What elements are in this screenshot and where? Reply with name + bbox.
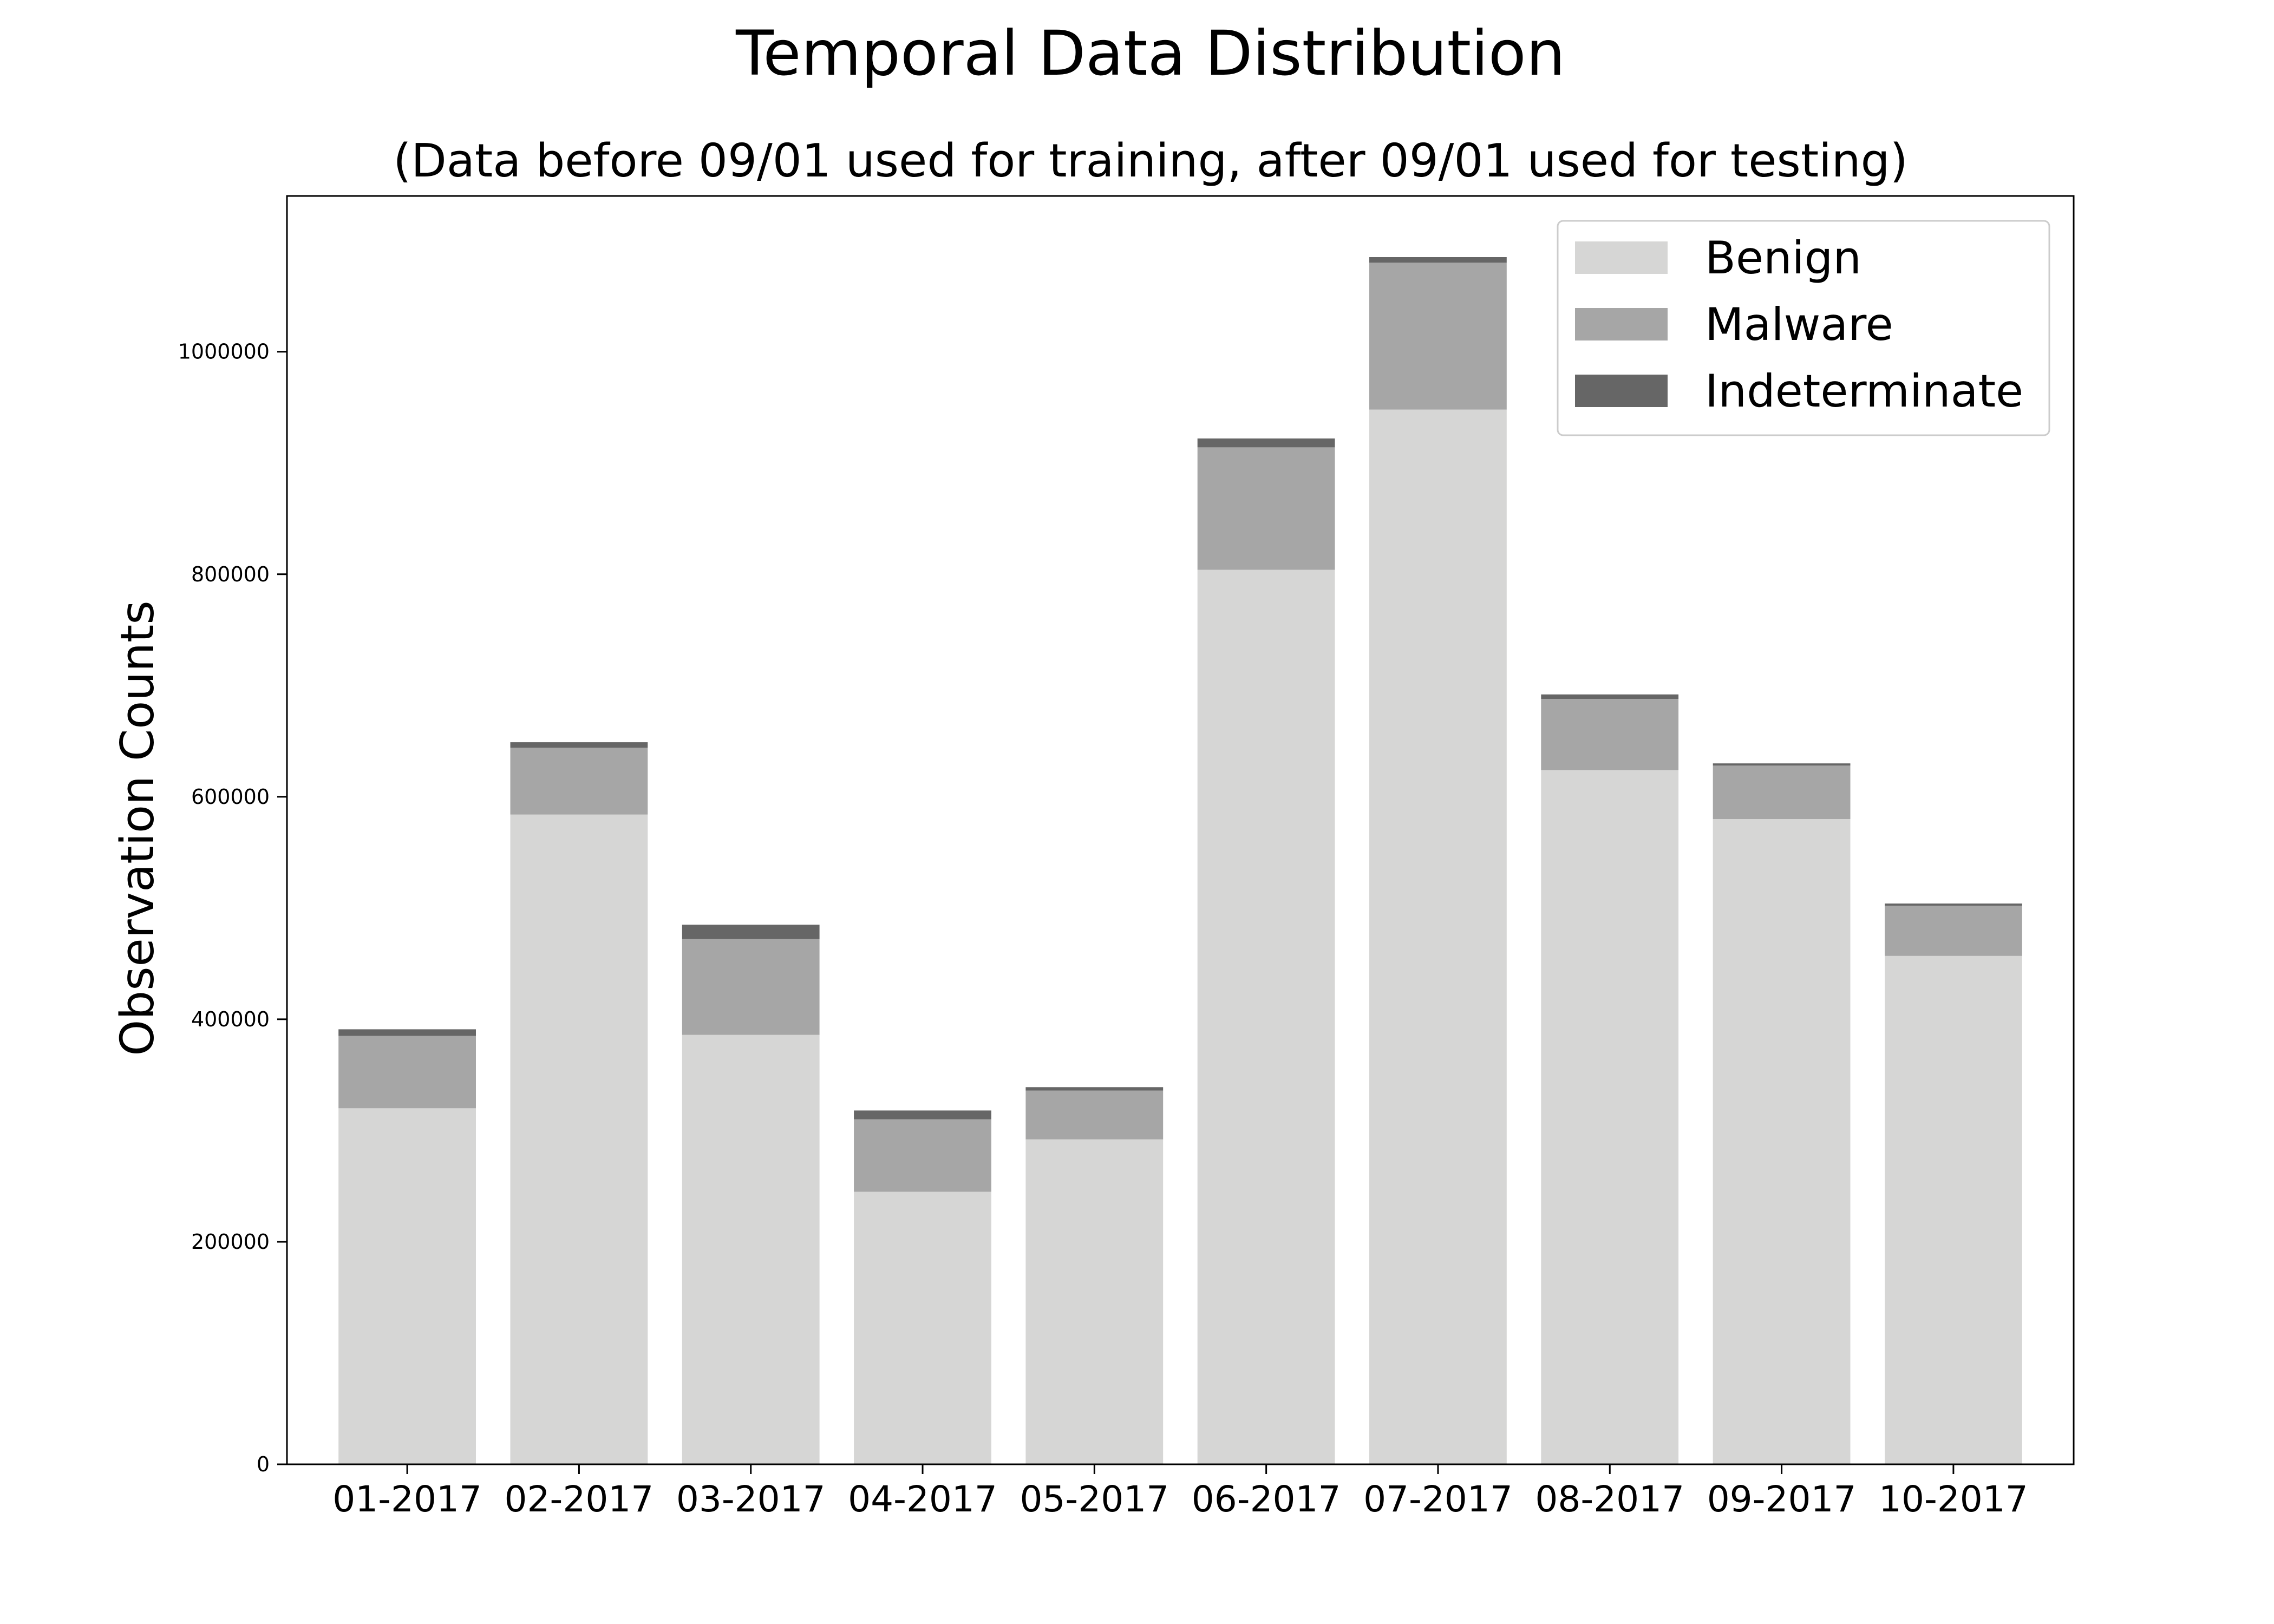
bars-layer — [338, 257, 2022, 1464]
bar-benign-08-2017 — [1541, 770, 1679, 1464]
x-tick-label: 07-2017 — [1363, 1478, 1513, 1520]
legend-label-indeterminate: Indeterminate — [1705, 365, 2023, 417]
bar-malware-03-2017 — [682, 939, 820, 1035]
x-tick-label: 04-2017 — [848, 1478, 997, 1520]
y-tick-label: 400000 — [191, 1007, 270, 1031]
bar-indeterminate-10-2017 — [1885, 903, 2022, 906]
bar-malware-08-2017 — [1541, 699, 1679, 770]
bar-benign-03-2017 — [682, 1034, 820, 1464]
bar-malware-07-2017 — [1369, 263, 1507, 410]
bar-benign-04-2017 — [854, 1191, 991, 1464]
bar-indeterminate-02-2017 — [510, 742, 648, 748]
legend-swatch-indeterminate — [1575, 375, 1668, 407]
bar-indeterminate-06-2017 — [1197, 438, 1335, 448]
legend-label-benign: Benign — [1705, 232, 1861, 284]
bar-benign-01-2017 — [338, 1108, 476, 1464]
bar-benign-09-2017 — [1713, 818, 1851, 1464]
bar-indeterminate-01-2017 — [338, 1029, 476, 1036]
x-tick-label: 01-2017 — [332, 1478, 482, 1520]
y-tick-label: 600000 — [191, 785, 270, 809]
bar-benign-07-2017 — [1369, 409, 1507, 1464]
x-tick-label: 05-2017 — [1020, 1478, 1169, 1520]
bar-malware-09-2017 — [1713, 765, 1851, 819]
bar-benign-06-2017 — [1197, 569, 1335, 1464]
legend-label-malware: Malware — [1705, 298, 1893, 351]
bar-indeterminate-04-2017 — [854, 1110, 991, 1119]
x-tick-label: 02-2017 — [505, 1478, 654, 1520]
y-tick-label: 200000 — [191, 1230, 270, 1254]
bar-indeterminate-08-2017 — [1541, 694, 1679, 699]
y-tick-label: 800000 — [191, 562, 270, 586]
y-tick-label: 0 — [257, 1452, 270, 1476]
bar-benign-10-2017 — [1885, 955, 2022, 1464]
x-tick-label: 06-2017 — [1192, 1478, 1341, 1520]
legend-swatch-malware — [1575, 308, 1668, 340]
chart-subtitle: (Data before 09/01 used for training, af… — [393, 134, 1908, 188]
y-axis-label: Observation Counts — [111, 600, 165, 1056]
plot-frame — [286, 195, 2075, 1465]
x-tick-label: 08-2017 — [1535, 1478, 1684, 1520]
legend-swatch-benign — [1575, 241, 1668, 274]
bar-malware-10-2017 — [1885, 906, 2022, 956]
bar-malware-05-2017 — [1025, 1090, 1164, 1140]
axes-layer: 0 200000 400000 600000 800000 1000000 01-2017 0… — [178, 195, 2075, 1520]
chart-title: Temporal Data Distribution — [735, 17, 1565, 89]
legend: Benign Malware Indeterminate — [1557, 220, 2050, 436]
bar-benign-02-2017 — [510, 814, 648, 1464]
legend-frame — [1557, 220, 2050, 436]
x-tick-label: 03-2017 — [676, 1478, 826, 1520]
bar-indeterminate-05-2017 — [1025, 1087, 1164, 1091]
bar-indeterminate-09-2017 — [1713, 763, 1851, 766]
x-tick-label: 10-2017 — [1879, 1478, 2028, 1520]
bar-malware-04-2017 — [854, 1119, 991, 1192]
bar-indeterminate-07-2017 — [1369, 257, 1507, 263]
bar-malware-02-2017 — [510, 748, 648, 815]
bar-indeterminate-03-2017 — [682, 925, 820, 939]
x-tick-label: 09-2017 — [1707, 1478, 1857, 1520]
bar-malware-01-2017 — [338, 1036, 476, 1109]
y-tick-label: 1000000 — [178, 340, 270, 364]
bar-benign-05-2017 — [1025, 1139, 1164, 1464]
bar-malware-06-2017 — [1197, 447, 1335, 570]
